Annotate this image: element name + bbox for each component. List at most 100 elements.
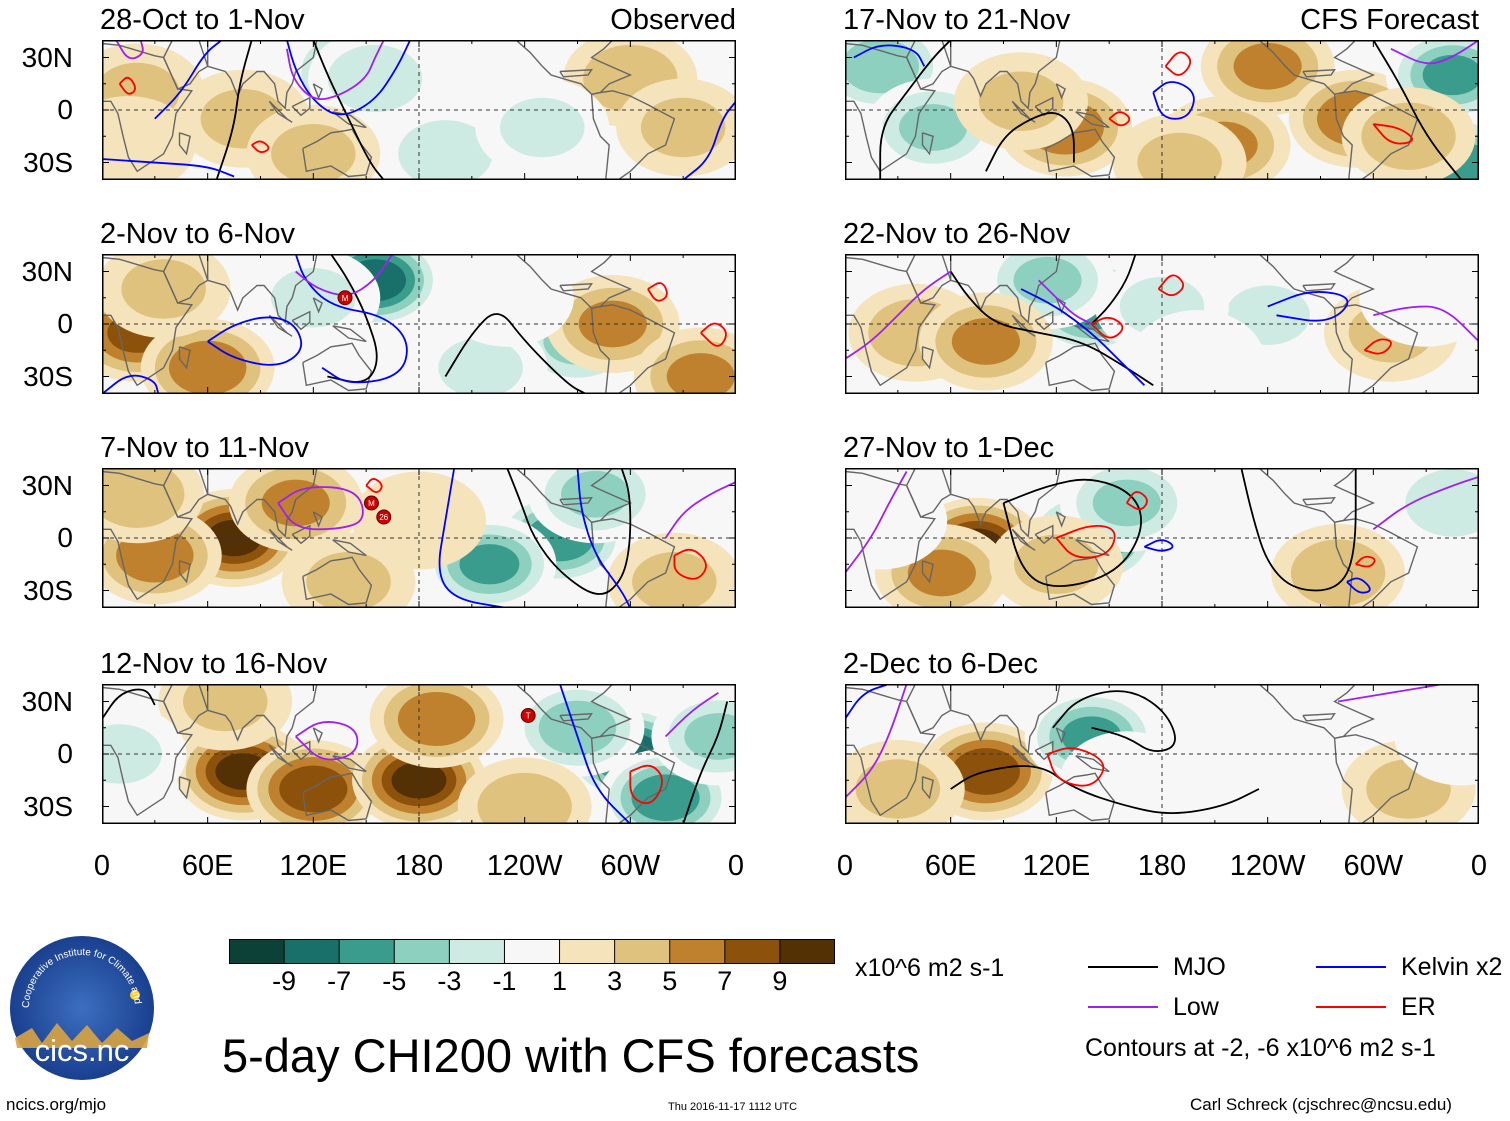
legend-line-mjo: [1088, 966, 1158, 968]
anomaly-blob: [1092, 479, 1161, 527]
lat-tick-label: 30N: [21, 469, 73, 501]
panel-title: 2-Nov to 6-Nov: [100, 218, 296, 250]
coastline: [1302, 497, 1336, 506]
anomaly-blob: [899, 104, 968, 151]
kelvin-contour: [286, 40, 412, 116]
mjo-contour: [312, 40, 385, 180]
lon-tick-label: 120E: [1022, 850, 1091, 882]
lon-tick-label: 0: [836, 850, 854, 882]
logo-text: cics.nc: [35, 1033, 130, 1068]
legend-label: Kelvin x2: [1401, 953, 1503, 981]
coastline: [559, 713, 593, 722]
panel-title: 2-Dec to 6-Dec: [843, 648, 1039, 680]
coastline: [590, 304, 676, 394]
low-contour: [1372, 475, 1479, 531]
er-contour: [1372, 123, 1413, 145]
legend-line-low: [1088, 1006, 1158, 1008]
coastline: [178, 560, 191, 584]
colorbar-swatch: [559, 939, 616, 964]
low-contour: [295, 721, 359, 761]
coastline: [590, 90, 676, 180]
colorbar-swatch: [724, 939, 781, 964]
author: Carl Schreck (cjschrec@ncsu.edu): [1190, 1095, 1452, 1114]
colorbar-swatch: [394, 939, 450, 964]
coastline: [921, 132, 934, 156]
anomaly-blob: [578, 300, 647, 348]
kelvin-contour: [294, 254, 408, 384]
storm-marker-label: M: [342, 294, 349, 303]
anomaly-blob: [306, 552, 391, 608]
coastline: [162, 40, 209, 90]
er-contour: [1164, 51, 1192, 76]
low-contour: [277, 486, 364, 531]
storm-marker: T: [520, 708, 536, 723]
coastline: [178, 132, 191, 156]
coastline: [950, 254, 1061, 324]
coastline: [559, 283, 593, 292]
er-contour: [629, 764, 663, 805]
low-contour: [1337, 684, 1444, 703]
coastline: [1034, 310, 1054, 331]
low-contour: [845, 471, 908, 574]
coastline: [162, 254, 209, 304]
anomaly-blob: [121, 259, 206, 319]
anomaly-blob: [1422, 54, 1479, 96]
low-contour: [845, 684, 908, 799]
source-url[interactable]: ncics.org/mjo: [6, 1095, 107, 1114]
panel-title: 7-Nov to 11-Nov: [100, 432, 309, 464]
anomaly-blob: [102, 96, 196, 180]
low-contour: [1373, 305, 1479, 343]
legend-label: ER: [1401, 993, 1436, 1021]
coastline: [312, 511, 323, 528]
colorbar-swatch: [669, 939, 726, 964]
coastline: [268, 744, 293, 767]
kelvin-contour: [438, 468, 508, 608]
coastline: [207, 254, 318, 324]
colorbar-swatch: [504, 939, 561, 964]
anomaly-blob: [684, 713, 736, 760]
mjo-contour: [506, 468, 632, 595]
coastline: [1055, 511, 1066, 528]
map-panel: M: [102, 254, 736, 394]
lat-tick-label: 30N: [21, 255, 73, 287]
coastline: [950, 684, 1061, 754]
anomaly-blob: [398, 120, 493, 180]
lon-tick-label: 60W: [600, 850, 661, 882]
anomaly-blob: [1361, 102, 1456, 170]
lat-tick-label: 30N: [21, 685, 73, 717]
lon-tick-label: 180: [394, 850, 444, 882]
coastline: [1011, 314, 1036, 337]
coastline: [178, 776, 191, 800]
mjo-contour: [1002, 478, 1142, 588]
lat-tick-label: 30S: [23, 574, 73, 606]
er-contour: [365, 478, 383, 493]
colorbar-tick-label: 9: [772, 966, 788, 996]
panel-title: 28-Oct to 1-Nov: [100, 4, 305, 36]
forecast-label: CFS Forecast: [1300, 4, 1479, 36]
chart-title: 5-day CHI200 with CFS forecasts: [222, 1029, 920, 1082]
colorbar-tick-label: 3: [607, 966, 623, 996]
coastline: [162, 684, 209, 734]
anomaly-blob: [1233, 42, 1302, 90]
coastline: [905, 684, 952, 734]
kelvin-contour: [102, 374, 160, 394]
coastline: [1075, 111, 1110, 129]
anomaly-blob: [261, 479, 330, 527]
coastline: [178, 346, 191, 370]
observed-label: Observed: [610, 4, 736, 36]
coastline: [1333, 90, 1419, 180]
coastline: [312, 727, 323, 744]
storm-marker-label: T: [526, 712, 531, 721]
lon-tick-label: 60W: [1343, 850, 1404, 882]
coastline: [950, 40, 1061, 110]
mjo-contour: [682, 701, 729, 824]
er-contour: [118, 76, 136, 95]
anomaly-blob: [500, 97, 585, 158]
coastline: [1011, 528, 1036, 551]
low-contour: [286, 40, 385, 100]
map-panel: [102, 40, 736, 180]
legend-label: Low: [1173, 993, 1219, 1021]
colorbar-tick-label: -5: [382, 966, 407, 996]
panel-title: 22-Nov to 26-Nov: [843, 218, 1071, 250]
kelvin-contour: [1152, 81, 1195, 120]
